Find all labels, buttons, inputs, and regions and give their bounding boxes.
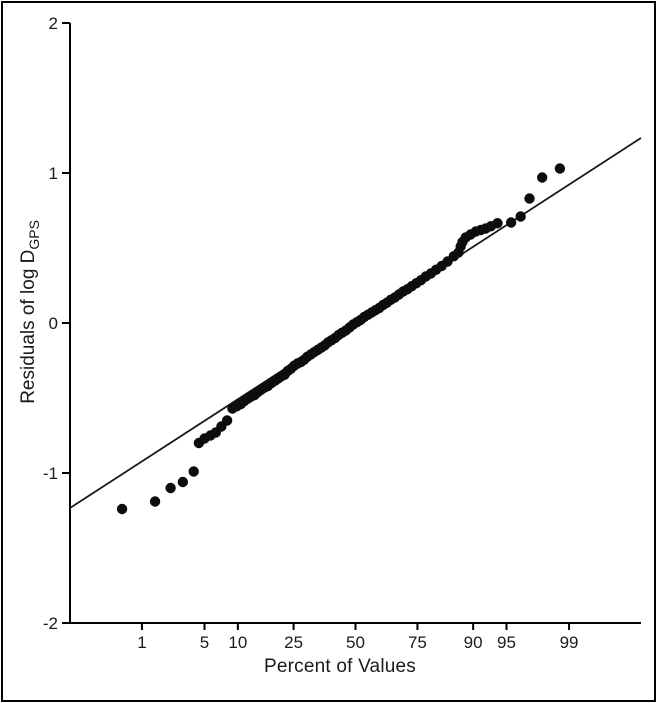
- x-tick-label: 10: [228, 633, 247, 652]
- data-point: [116, 503, 128, 515]
- x-tick-label: 1: [137, 633, 146, 652]
- data-point: [165, 482, 176, 494]
- x-tick-label: 50: [346, 633, 365, 652]
- y-tick-label: -2: [43, 614, 58, 633]
- y-tick-label: 2: [49, 14, 58, 33]
- data-point: [188, 466, 199, 477]
- data-point: [492, 218, 503, 229]
- x-tick-label: 75: [408, 633, 427, 652]
- data-point: [515, 211, 526, 222]
- x-axis-title: Percent of Values: [264, 656, 416, 677]
- y-axis-title-subscript: GPS: [25, 220, 42, 250]
- data-point: [505, 217, 517, 228]
- y-tick-label: 0: [49, 314, 58, 333]
- x-tick-label: 90: [464, 633, 483, 652]
- y-tick-label: -1: [43, 464, 58, 483]
- y-axis-title-text: Residuals of log D: [18, 249, 40, 404]
- data-point: [149, 496, 161, 507]
- y-axis-title: Residuals of log DGPS: [18, 152, 42, 472]
- x-tick-label: 25: [284, 633, 303, 652]
- data-point: [554, 163, 566, 174]
- data-point: [536, 172, 548, 183]
- data-point: [524, 193, 535, 204]
- data-point: [177, 476, 189, 488]
- data-point: [221, 415, 233, 426]
- y-tick-label: 1: [49, 164, 58, 183]
- x-tick-label: 99: [560, 633, 579, 652]
- x-tick-label: 95: [497, 633, 516, 652]
- x-tick-label: 5: [200, 633, 209, 652]
